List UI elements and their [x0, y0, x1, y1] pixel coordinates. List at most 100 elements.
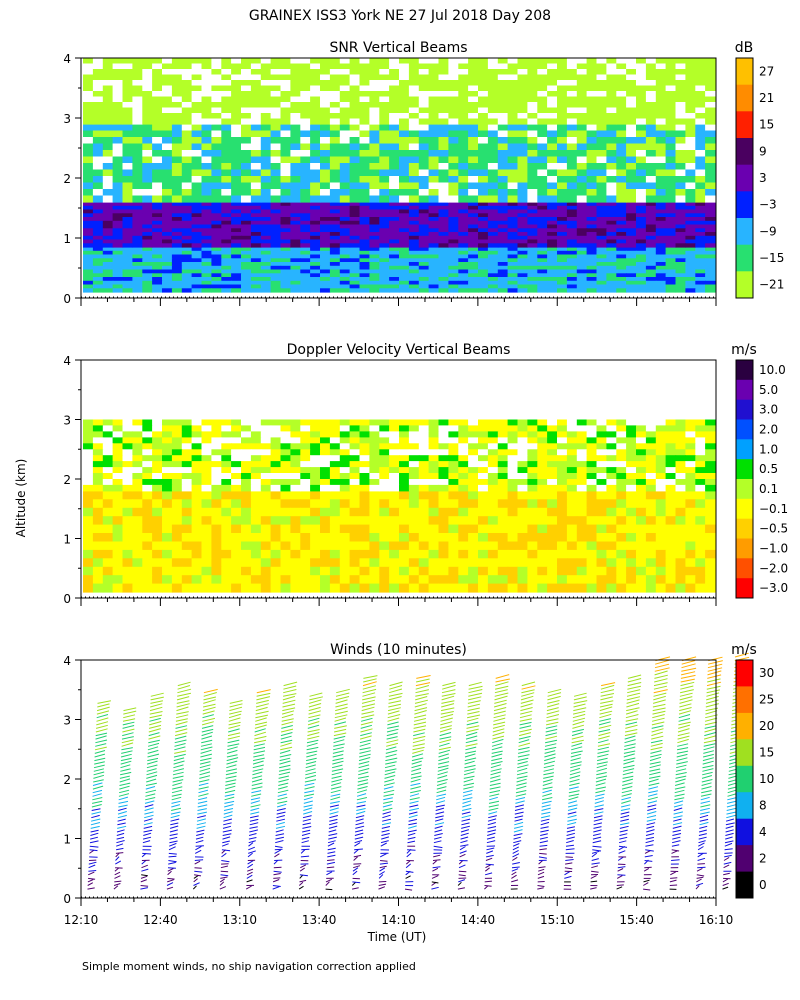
- heatmap-cell: [705, 516, 716, 526]
- heatmap-cell: [320, 583, 331, 593]
- heatmap-cell: [132, 137, 143, 145]
- heatmap-cell: [458, 202, 469, 207]
- heatmap-cell: [685, 239, 696, 244]
- heatmap-cell: [152, 467, 163, 474]
- heatmap-cell: [211, 232, 222, 237]
- heatmap-cell: [428, 425, 440, 432]
- heatmap-cell: [418, 258, 430, 263]
- heatmap-cell: [596, 220, 607, 226]
- heatmap-cell: [527, 461, 538, 468]
- heatmap-cell: [369, 254, 380, 259]
- heatmap-cell: [418, 213, 430, 218]
- heatmap-cell: [705, 232, 716, 237]
- heatmap-cell: [537, 265, 548, 271]
- heatmap-cell: [142, 113, 153, 120]
- heatmap-cell: [83, 575, 94, 585]
- heatmap-cell: [685, 258, 696, 263]
- heatmap-cell: [329, 169, 341, 177]
- heatmap-cell: [339, 516, 351, 526]
- heatmap-cell: [83, 558, 94, 568]
- heatmap-cell: [359, 262, 370, 267]
- heatmap-cell: [438, 195, 449, 203]
- heatmap-cell: [695, 113, 706, 120]
- wind-barb: [150, 700, 164, 704]
- heatmap-cell: [399, 250, 410, 256]
- heatmap-cell: [349, 280, 361, 286]
- heatmap-cell: [122, 549, 133, 559]
- heatmap-cell: [478, 163, 489, 171]
- heatmap-cell: [655, 217, 667, 222]
- heatmap-cell: [566, 85, 578, 92]
- heatmap-cell: [616, 499, 627, 509]
- heatmap-cell: [132, 549, 143, 559]
- heatmap-cell: [606, 288, 617, 293]
- heatmap-cell: [399, 247, 410, 252]
- heatmap-cell: [408, 284, 420, 289]
- heatmap-cell: [92, 258, 104, 263]
- heatmap-cell: [576, 107, 588, 114]
- heatmap-cell: [211, 269, 222, 274]
- heatmap-cell: [132, 449, 143, 456]
- heatmap-cell: [260, 107, 272, 114]
- heatmap-cell: [428, 437, 440, 444]
- heatmap-cell: [211, 549, 222, 559]
- heatmap-cell: [487, 224, 499, 229]
- heatmap-cell: [705, 156, 716, 164]
- heatmap-cell: [458, 213, 469, 218]
- heatmap-cell: [576, 473, 588, 480]
- heatmap-cell: [478, 63, 489, 70]
- heatmap-cell: [379, 205, 390, 211]
- heatmap-cell: [665, 189, 677, 197]
- heatmap-cell: [389, 273, 400, 278]
- heatmap-cell: [211, 69, 222, 76]
- heatmap-cell: [152, 58, 163, 65]
- heatmap-cell: [102, 137, 114, 145]
- heatmap-cell: [537, 288, 548, 293]
- heatmap-cell: [408, 467, 420, 474]
- heatmap-cell: [349, 262, 361, 267]
- heatmap-cell: [92, 575, 104, 585]
- heatmap-cell: [231, 419, 242, 426]
- heatmap-cell: [83, 284, 94, 289]
- heatmap-cell: [566, 176, 578, 184]
- heatmap-cell: [181, 558, 193, 568]
- heatmap-cell: [675, 425, 686, 432]
- heatmap-cell: [596, 250, 607, 256]
- heatmap-cell: [181, 195, 193, 203]
- heatmap-cell: [626, 217, 637, 222]
- heatmap-cell: [438, 280, 449, 286]
- heatmap-cell: [191, 499, 203, 509]
- heatmap-cell: [369, 431, 380, 438]
- heatmap-cell: [300, 74, 311, 81]
- heatmap-cell: [280, 58, 291, 65]
- heatmap-cell: [616, 455, 627, 462]
- heatmap-cell: [438, 284, 449, 289]
- heatmap-cell: [497, 558, 509, 568]
- heatmap-cell: [645, 437, 657, 444]
- heatmap-cell: [655, 232, 667, 237]
- heatmap-cell: [152, 250, 163, 256]
- heatmap-cell: [231, 189, 242, 197]
- heatmap-cell: [349, 189, 361, 197]
- heatmap-cell: [320, 288, 331, 293]
- heatmap-cell: [320, 484, 331, 492]
- heatmap-cell: [636, 499, 647, 509]
- heatmap-cell: [695, 220, 706, 226]
- heatmap-cell: [507, 455, 519, 462]
- heatmap-cell: [270, 254, 282, 259]
- heatmap-cell: [379, 150, 390, 158]
- heatmap-cell: [527, 575, 538, 585]
- heatmap-cell: [655, 205, 667, 211]
- heatmap-cell: [399, 516, 410, 526]
- heatmap-cell: [507, 575, 519, 585]
- heatmap-cell: [221, 74, 232, 81]
- y-tick-label: 4: [63, 354, 71, 368]
- heatmap-cell: [83, 280, 94, 286]
- heatmap-cell: [359, 425, 370, 432]
- heatmap-cell: [408, 524, 420, 534]
- wind-barb: [197, 808, 207, 811]
- heatmap-cell: [487, 437, 499, 444]
- heatmap-cell: [537, 269, 548, 274]
- wind-barb: [148, 724, 162, 729]
- heatmap-cell: [379, 217, 390, 222]
